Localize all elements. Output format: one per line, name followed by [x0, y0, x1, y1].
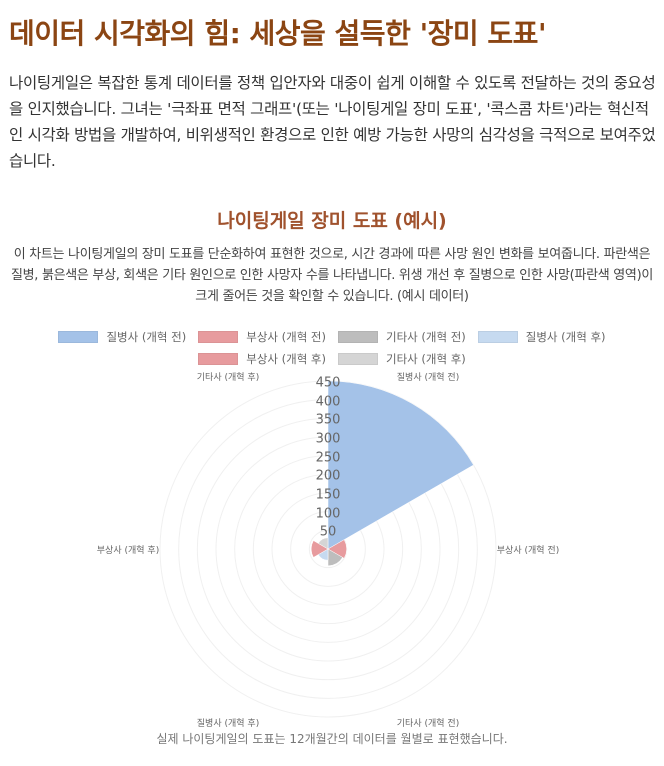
legend-swatch: [338, 331, 378, 343]
polar-segment[interactable]: [310, 540, 329, 558]
chart-footnote: 실제 나이팅게일의 도표는 12개월간의 데이터를 월별로 표현했습니다.: [156, 732, 508, 746]
point-label: 부상사 (개혁 전): [496, 546, 560, 556]
legend-label: 질병사 (개혁 후): [525, 330, 606, 344]
legend-item-injury-after[interactable]: 부상사 (개혁 후): [198, 351, 326, 367]
legend-swatch: [58, 331, 99, 343]
intro-paragraph: 나이팅게일은 복잡한 통계 데이터를 정책 입안자와 대중이 쉽게 이해할 수 …: [9, 74, 656, 170]
legend-item-other-before[interactable]: 기타사 (개혁 전): [338, 329, 466, 345]
polar-segment[interactable]: [327, 548, 343, 567]
legend-label: 부상사 (개혁 전): [246, 330, 326, 344]
legend-item-disease-before[interactable]: 질병사 (개혁 전): [58, 329, 186, 345]
polar-area-chart[interactable]: 50 100 150 200 250 300 350 400 450 질병사 (개혁 전) 부상사 …: [0, 370, 664, 729]
legend-row-2: 부상사 (개혁 후) 기타사 (개혁 후): [0, 348, 664, 370]
radial-tick-label: 250: [315, 450, 341, 466]
point-label: 질병사 (개혁 후): [196, 719, 260, 730]
chart-legend: 질병사 (개혁 전) 부상사 (개혁 전) 기타사 (개혁 전) 질병사 (개혁…: [0, 326, 664, 370]
radial-tick-label: 400: [315, 394, 341, 410]
chart-section-title: 나이팅게일 장미 도표 (예시): [217, 210, 447, 232]
point-label: 질병사 (개혁 전): [396, 372, 460, 383]
polar-segment[interactable]: [327, 539, 347, 559]
point-label: 기타사 (개혁 후): [196, 372, 260, 383]
legend-swatch: [198, 331, 239, 343]
legend-item-injury-before[interactable]: 부상사 (개혁 전): [198, 329, 326, 345]
page-title: 데이터 시각화의 힘: 세상을 설득한 '장미 도표': [9, 17, 547, 50]
legend-swatch: [338, 353, 378, 365]
legend-label: 질병사 (개혁 전): [106, 330, 187, 344]
radial-tick-label: 350: [315, 412, 341, 428]
legend-item-other-after[interactable]: 기타사 (개혁 후): [338, 351, 466, 367]
chart-description: 이 차트는 나이팅게일의 장미 도표를 단순화하여 표현한 것으로, 시간 경과…: [10, 247, 654, 304]
radial-tick-label: 150: [315, 487, 341, 503]
legend-label: 기타사 (개혁 후): [386, 352, 466, 366]
legend-label: 기타사 (개혁 전): [386, 330, 466, 344]
radial-tick-label: 50: [319, 524, 337, 540]
radial-tick-label: 100: [315, 506, 341, 522]
point-label: 부상사 (개혁 후): [96, 546, 160, 556]
legend-label: 부상사 (개혁 후): [246, 352, 326, 366]
legend-swatch: [198, 353, 239, 365]
legend-swatch: [477, 331, 518, 343]
legend-row-1: 질병사 (개혁 전) 부상사 (개혁 전) 기타사 (개혁 전) 질병사 (개혁…: [0, 326, 664, 348]
point-label: 기타사 (개혁 전): [396, 719, 460, 730]
polar-segment[interactable]: [327, 380, 474, 550]
radial-tick-label: 300: [315, 431, 341, 447]
chart-canvas[interactable]: [0, 370, 664, 720]
radial-tick-label: 450: [315, 375, 341, 391]
radial-tick-label: 200: [315, 468, 341, 484]
polar-segment[interactable]: [317, 537, 329, 550]
legend-item-disease-after[interactable]: 질병사 (개혁 후): [477, 329, 606, 345]
